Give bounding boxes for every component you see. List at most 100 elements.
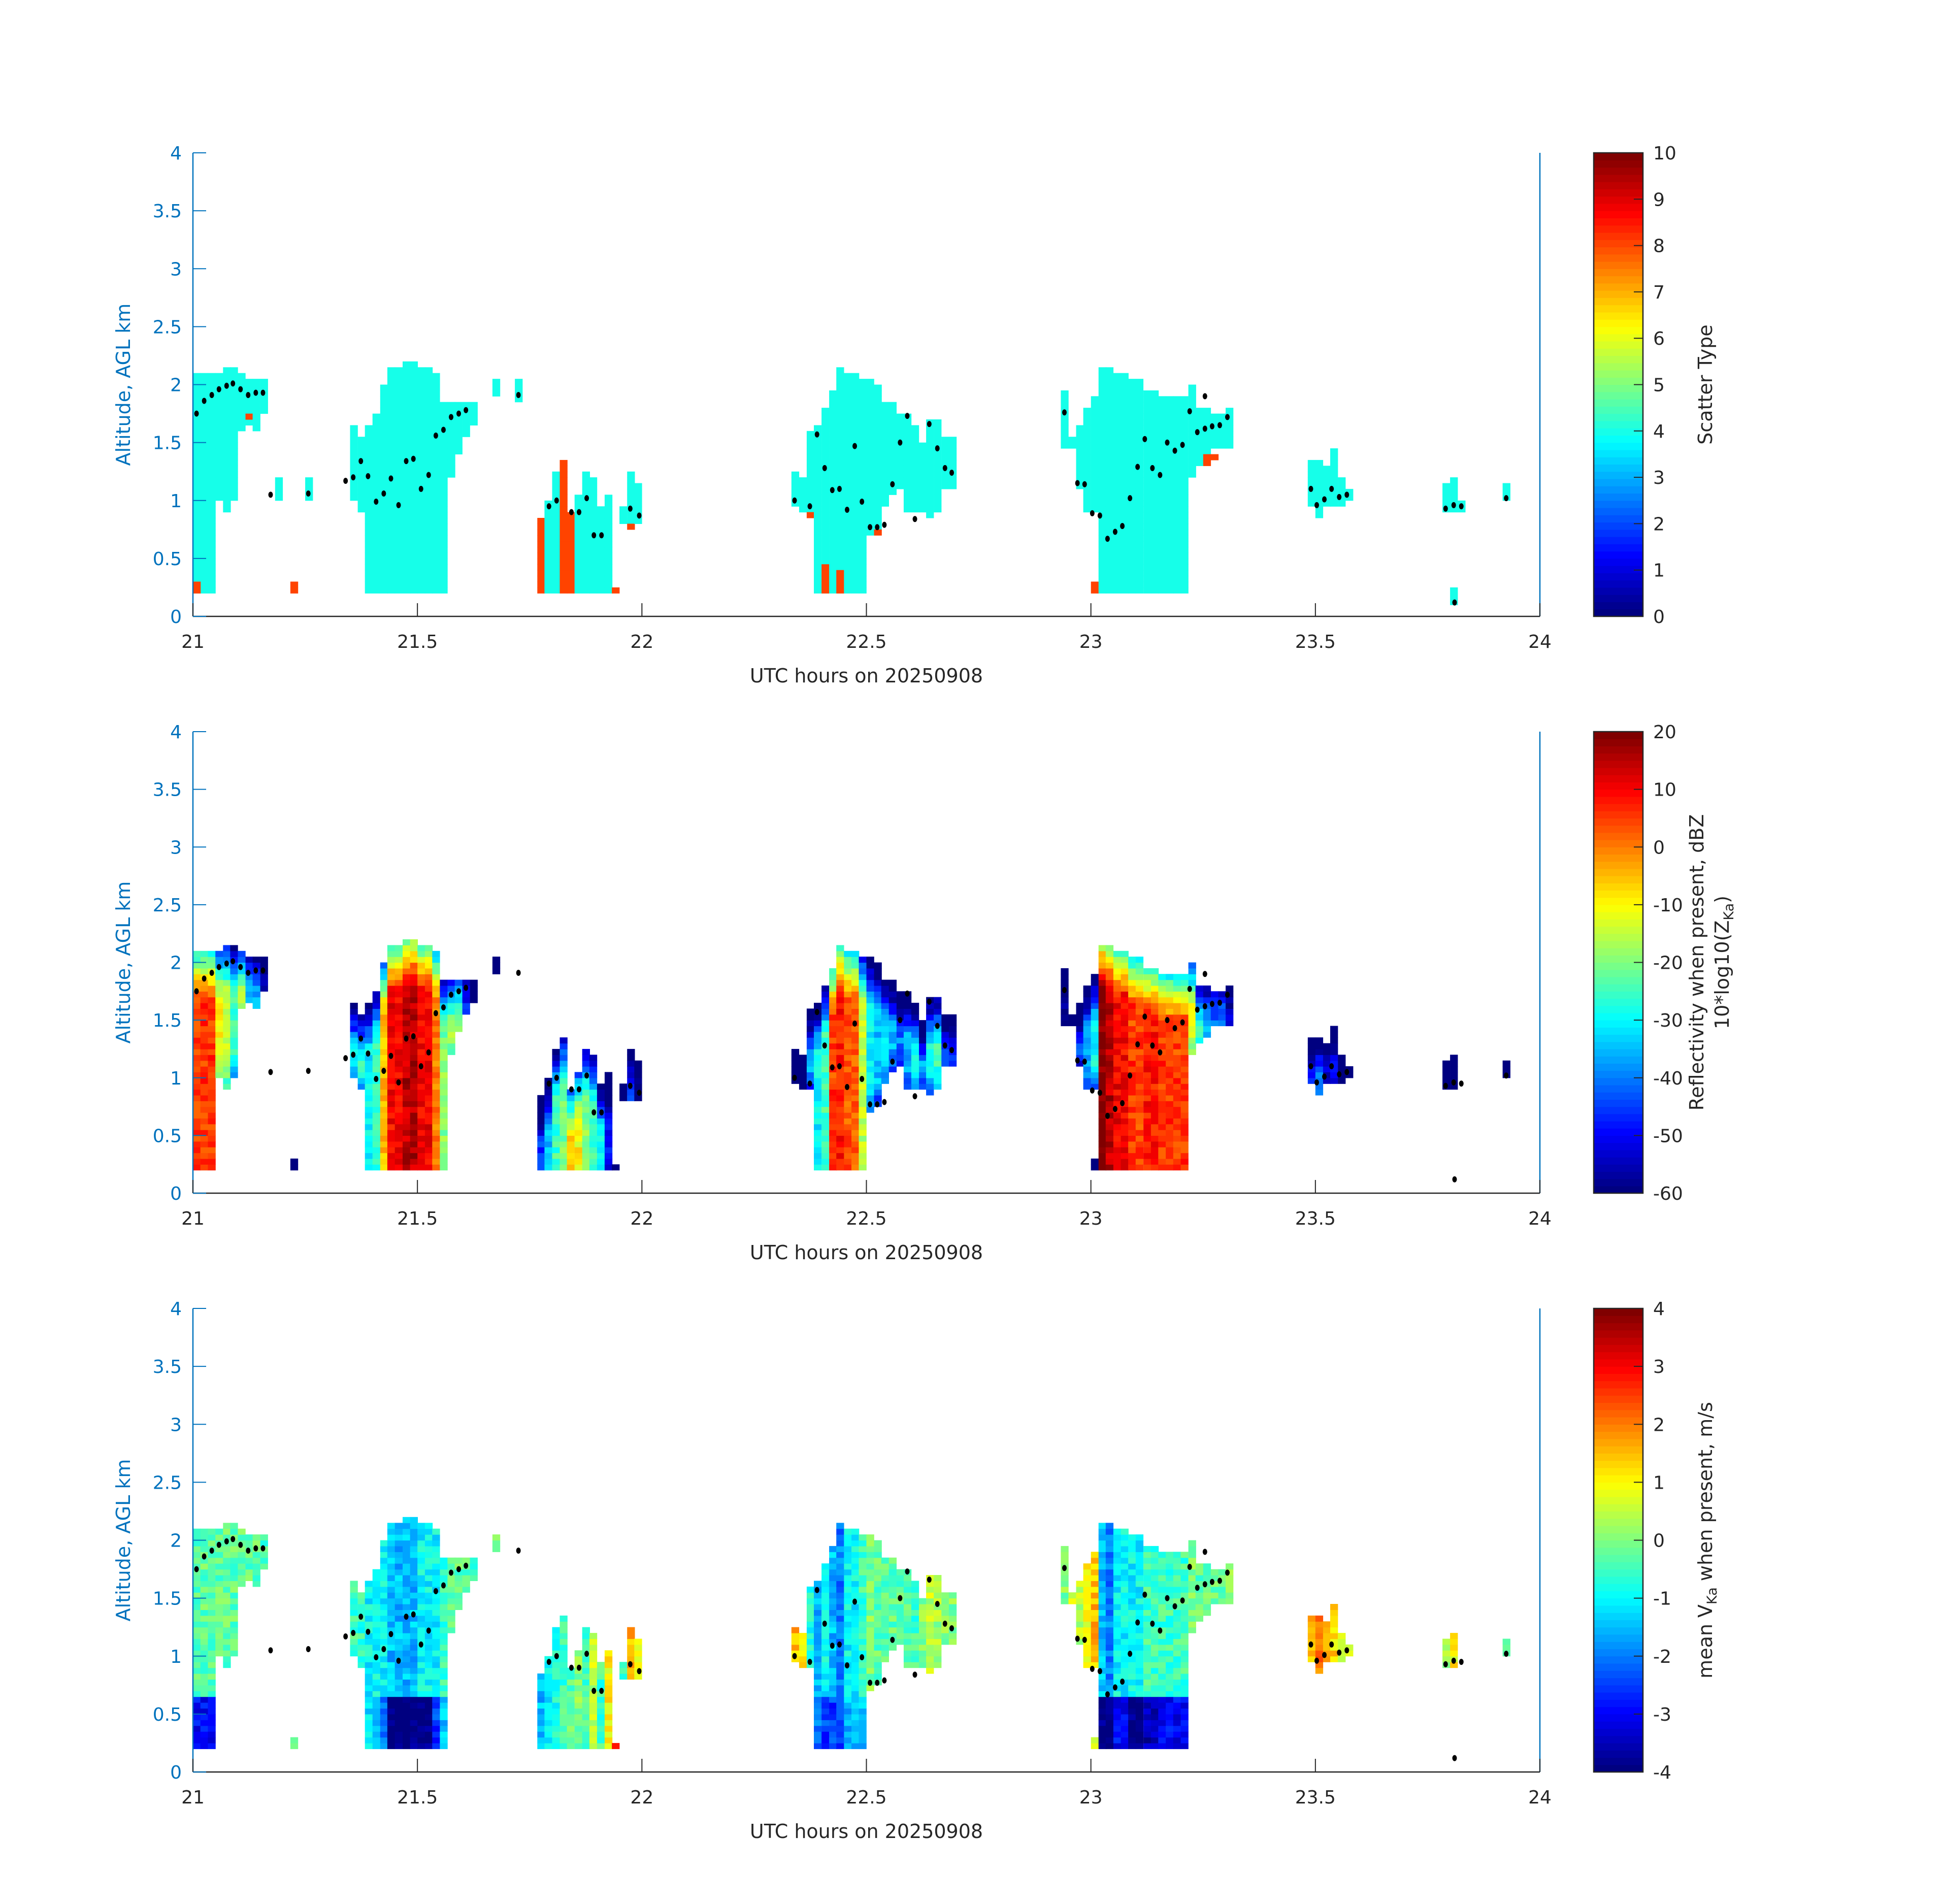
heatmap-cell	[417, 957, 425, 963]
cloud-base-point	[1075, 480, 1080, 486]
heatmap-cell	[417, 962, 425, 969]
heatmap-cell	[365, 1667, 373, 1674]
heatmap-cell	[926, 506, 934, 513]
heatmap-cell	[1091, 1031, 1099, 1038]
heatmap-cell	[866, 974, 874, 980]
heatmap-cell	[230, 997, 238, 1003]
heatmap-cell	[1105, 997, 1114, 1003]
heatmap-cell	[380, 1135, 388, 1142]
heatmap-cell	[1113, 997, 1122, 1003]
heatmap-cell	[821, 408, 830, 414]
heatmap-cell	[417, 1072, 425, 1078]
heatmap-cell	[380, 1743, 388, 1749]
heatmap-cell	[470, 413, 478, 420]
heatmap-cell	[410, 986, 418, 992]
heatmap-cell	[380, 541, 388, 547]
heatmap-cell	[432, 1575, 440, 1581]
heatmap-cell	[372, 1147, 380, 1154]
heatmap-cell	[432, 1060, 440, 1067]
heatmap-cell	[941, 1031, 949, 1038]
heatmap-cell	[1121, 576, 1129, 582]
heatmap-cell	[1121, 495, 1129, 501]
heatmap-cell	[559, 564, 568, 571]
heatmap-cell	[866, 379, 874, 385]
heatmap-cell	[821, 1066, 830, 1072]
heatmap-cell	[193, 1101, 201, 1107]
heatmap-cell	[208, 986, 216, 992]
heatmap-cell	[1150, 552, 1159, 559]
heatmap-cell	[372, 431, 380, 437]
heatmap-cell	[1135, 442, 1144, 449]
heatmap-cell	[821, 1124, 830, 1130]
heatmap-cell	[432, 979, 440, 986]
heatmap-cell	[200, 1604, 208, 1610]
heatmap-cell	[1113, 506, 1122, 513]
heatmap-cell	[424, 1130, 433, 1136]
heatmap-cell	[1150, 1055, 1159, 1061]
heatmap-cell	[1203, 419, 1211, 425]
heatmap-cell	[1113, 1072, 1122, 1078]
heatmap-cell	[1098, 442, 1106, 449]
heatmap-cell	[1150, 1101, 1159, 1107]
heatmap-cell	[597, 576, 605, 582]
heatmap-cell	[851, 1141, 860, 1147]
heatmap-cell	[440, 1158, 448, 1165]
heatmap-cell	[208, 576, 216, 582]
heatmap-cell	[230, 1575, 238, 1581]
heatmap-cell	[1076, 471, 1084, 478]
heatmap-cell	[1150, 1118, 1159, 1125]
heatmap-cell	[574, 1095, 582, 1101]
heatmap-cell	[1113, 373, 1122, 379]
heatmap-cell	[1150, 1066, 1159, 1072]
heatmap-cell	[1061, 425, 1069, 432]
heatmap-cell	[380, 1106, 388, 1113]
heatmap-cell	[1121, 529, 1129, 536]
heatmap-cell	[215, 1534, 223, 1541]
cloud-base-point	[1459, 1080, 1464, 1087]
cloud-base-point	[433, 1010, 438, 1016]
heatmap-cell	[1076, 1048, 1084, 1055]
heatmap-cell	[380, 1656, 388, 1662]
heatmap-cell	[432, 547, 440, 553]
heatmap-cell	[851, 1089, 860, 1096]
heatmap-cell	[1105, 986, 1114, 992]
heatmap-cell	[230, 1621, 238, 1628]
heatmap-cell	[1113, 512, 1122, 518]
heatmap-cell	[934, 477, 942, 484]
heatmap-cell	[424, 1702, 433, 1709]
heatmap-cell	[1173, 1164, 1181, 1171]
heatmap-cell	[350, 1043, 358, 1049]
heatmap-cell	[394, 1158, 403, 1165]
heatmap-cell	[245, 419, 253, 425]
heatmap-cell	[290, 581, 299, 588]
heatmap-cell	[230, 1072, 238, 1078]
heatmap-cell	[208, 1106, 216, 1113]
heatmap-cell	[821, 1048, 830, 1055]
heatmap-cell	[1105, 512, 1114, 518]
heatmap-cell	[417, 523, 425, 530]
heatmap-cell	[1098, 576, 1106, 582]
heatmap-cell	[223, 1084, 231, 1090]
heatmap-cell	[544, 523, 552, 530]
heatmap-cell	[919, 459, 927, 466]
heatmap-cell	[410, 1072, 418, 1078]
y-tick-label: 3	[170, 837, 182, 858]
heatmap-cell	[619, 1095, 628, 1101]
heatmap-cell	[866, 997, 874, 1003]
heatmap-cell	[387, 1725, 396, 1732]
heatmap-cell	[432, 991, 440, 998]
heatmap-cell	[1143, 1003, 1151, 1009]
heatmap-cell	[208, 1644, 216, 1651]
heatmap-cell	[1091, 437, 1099, 443]
heatmap-cell	[193, 1638, 201, 1645]
heatmap-cell	[1121, 459, 1129, 466]
heatmap-cell	[1098, 968, 1106, 974]
heatmap-cell	[948, 1037, 957, 1044]
heatmap-cell	[1226, 408, 1234, 414]
heatmap-cell	[552, 529, 560, 536]
colorbar-swatch	[1594, 818, 1643, 826]
heatmap-cell	[1105, 373, 1114, 379]
heatmap-cell	[574, 535, 582, 542]
heatmap-cell	[1128, 477, 1136, 484]
heatmap-cell	[432, 1048, 440, 1055]
